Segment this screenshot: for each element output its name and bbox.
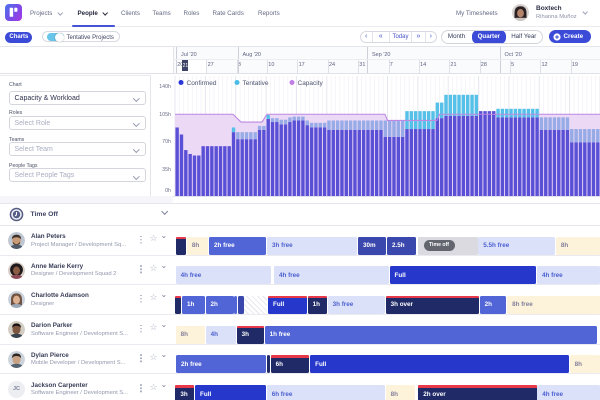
svg-text:Tentative: Tentative	[243, 80, 269, 87]
svg-text:Capacity: Capacity	[298, 80, 324, 87]
svg-text:Confirmed: Confirmed	[187, 80, 217, 87]
